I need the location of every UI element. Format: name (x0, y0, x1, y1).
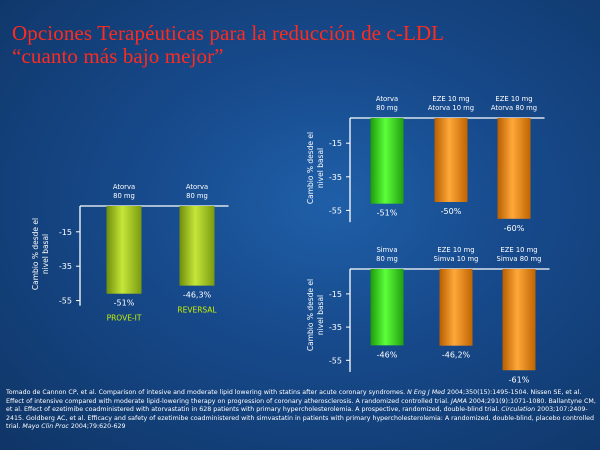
y-tick-label: -35 (329, 323, 342, 332)
bar (434, 118, 468, 202)
ref-text-5: 2004;79:620-629 (68, 423, 126, 431)
ref-text-3: 2004;291(9):1071-1080. Ballantyne CM, et… (6, 397, 596, 414)
ref-text-2: 2004;350(15):1495-1504. Nissen SE, et al… (6, 389, 582, 405)
y-tick-label: -55 (329, 356, 342, 365)
bar (439, 269, 473, 346)
slide-title: Opciones Terapéuticas para la reducción … (12, 22, 592, 68)
trial-label: REVERSAL (177, 306, 217, 315)
y-tick-label: -35 (329, 173, 342, 182)
y-tick-label: -35 (59, 262, 72, 271)
value-label: -46,2% (442, 351, 471, 360)
y-axis-label: Cambio % desde elnivel basal (31, 218, 50, 290)
category-label: EZE 10 mg Simva 80 mg (497, 246, 542, 263)
y-tick-label: -55 (59, 297, 72, 306)
value-label: -46,3% (183, 291, 212, 300)
bar (106, 206, 142, 294)
title-line-1: Opciones Terapéuticas para la reducción … (12, 21, 445, 45)
category-label: Atorva 80 mg (113, 183, 135, 200)
ref-journal-nejm: N Eng J Med (407, 389, 445, 396)
category-label: Atorva 80 mg (376, 95, 398, 112)
category-label: EZE 10 mg Simva 10 mg (434, 246, 479, 263)
bar (370, 118, 404, 204)
ref-text-1: Tomado de Cannon CP, et al. Comparison o… (6, 389, 408, 396)
value-label: -51% (377, 209, 398, 218)
trial-label: PROVE-IT (107, 314, 142, 323)
chart-simva-eze: -15 -35 -55 Cambio % desde elnivel basal Sim… (306, 246, 550, 384)
references-footnote: Tomado de Cannon CP, et al. Comparison o… (6, 389, 596, 432)
value-label: -60% (504, 224, 525, 233)
y-tick-label: -15 (329, 139, 342, 148)
y-axis-label: Cambio % desde elnivel basal (306, 132, 325, 204)
value-label: -50% (441, 207, 462, 216)
y-tick-label: -15 (329, 290, 342, 299)
chart-prove-it-reversal: -15 -35 -55 Cambio % desde elnivel basal Ato… (31, 183, 229, 323)
bar (370, 269, 404, 346)
category-label: Atorva 80 mg (186, 183, 208, 200)
chart-atorva-eze: -15 -35 -55 Cambio % desde elnivel basal Ato… (306, 95, 545, 233)
category-label: Simva 80 mg (376, 246, 398, 263)
category-label: EZE 10 mg Atorva 80 mg (491, 95, 537, 112)
bar (497, 118, 531, 219)
bar (179, 206, 215, 286)
value-label: -46% (377, 350, 398, 359)
bar (502, 269, 536, 371)
y-tick-label: -55 (329, 206, 342, 215)
value-label: -61% (509, 375, 530, 384)
value-label: -51% (114, 299, 135, 308)
ref-text-4: 2003;107:2409-2415. Goldberg AC, et al. … (6, 406, 594, 431)
ref-journal-jama: JAMA (451, 397, 467, 405)
y-tick-label: -15 (59, 228, 72, 237)
ref-journal-circulation: Circulation (501, 406, 536, 414)
ref-journal-mayo: Mayo Clin Proc (22, 423, 69, 431)
category-label: EZE 10 mg Atorva 10 mg (428, 95, 474, 112)
y-axis-label: Cambio % desde elnivel basal (306, 279, 325, 351)
title-line-2: “cuanto más bajo mejor” (12, 44, 224, 68)
